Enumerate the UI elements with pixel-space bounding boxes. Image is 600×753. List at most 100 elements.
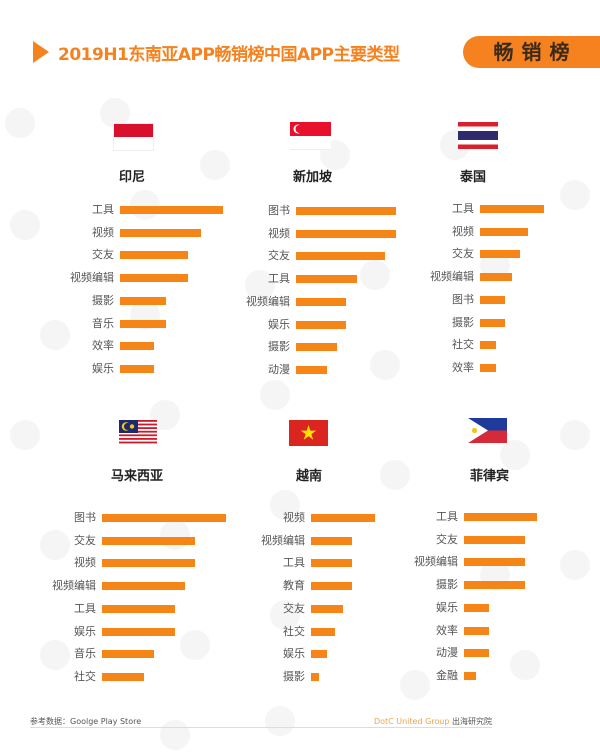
brand-suffix: 出海研究院 — [452, 717, 492, 726]
vietnam-flag-icon — [289, 420, 328, 446]
bar-row: 摄影 — [30, 294, 114, 308]
bar — [120, 228, 201, 237]
category-label: 交友 — [436, 532, 458, 546]
category-label: 视频编辑 — [430, 270, 474, 284]
bar-row: 摄影 — [390, 316, 474, 330]
bar — [296, 275, 357, 284]
bar-row: 音乐 — [12, 647, 96, 661]
bar — [102, 604, 175, 613]
category-label: 摄影 — [452, 315, 474, 329]
bar-row: 交友 — [374, 533, 458, 547]
indonesia-flag-icon — [113, 123, 154, 151]
category-label: 娱乐 — [268, 317, 290, 331]
country-title: 泰国 — [460, 170, 487, 185]
bar-row: 交友 — [12, 534, 96, 548]
category-label: 视频编辑 — [52, 579, 96, 593]
watermark-icon — [510, 650, 540, 680]
bar-row: 动漫 — [206, 363, 290, 377]
watermark-icon — [500, 440, 530, 470]
watermark-icon — [5, 108, 35, 138]
bar — [296, 343, 337, 352]
category-label: 效率 — [92, 339, 114, 353]
category-label: 动漫 — [436, 646, 458, 660]
bar-row: 视频编辑 — [206, 295, 290, 309]
bar — [120, 364, 154, 373]
country-title: 马来西亚 — [111, 469, 164, 484]
bar-row: 摄影 — [374, 578, 458, 592]
watermark-icon — [560, 180, 590, 210]
bar-row: 图书 — [206, 204, 290, 218]
watermark-icon — [370, 350, 400, 380]
category-label: 效率 — [436, 623, 458, 637]
category-label: 视频 — [268, 226, 290, 240]
bar — [480, 227, 528, 236]
bar-row: 动漫 — [374, 646, 458, 660]
bar — [464, 603, 489, 612]
bar — [102, 559, 195, 568]
bar-row: 效率 — [30, 339, 114, 353]
category-label: 视频 — [283, 511, 305, 524]
bar-row: 视频编辑 — [12, 579, 96, 593]
category-label: 视频 — [92, 225, 114, 239]
bar-row: 效率 — [390, 361, 474, 375]
category-label: 视频 — [74, 556, 96, 570]
bar — [296, 207, 396, 215]
bar-row: 摄影 — [206, 340, 290, 354]
brand-credit: DotC United Group 出海研究院 — [374, 716, 492, 727]
category-label: 效率 — [452, 360, 474, 374]
bar — [480, 295, 505, 304]
bar — [311, 672, 319, 681]
bar — [480, 273, 512, 282]
bar-row: 图书 — [12, 511, 96, 525]
bar-row: 图书 — [390, 293, 474, 307]
bar — [480, 205, 544, 213]
bar-row: 工具 — [221, 556, 305, 570]
bar — [311, 536, 352, 545]
bar — [464, 535, 525, 544]
category-label: 教育 — [283, 579, 305, 593]
bar — [120, 251, 188, 260]
bar-row: 摄影 — [221, 670, 305, 684]
bar-row: 视频编辑 — [390, 270, 474, 284]
bar-row: 视频 — [390, 225, 474, 239]
bar-row: 视频 — [221, 511, 305, 525]
category-label: 工具 — [283, 556, 305, 570]
bar — [311, 514, 375, 522]
bar — [311, 559, 352, 568]
bar-row: 交友 — [206, 249, 290, 263]
watermark-icon — [40, 320, 70, 350]
category-label: 工具 — [74, 601, 96, 615]
category-label: 图书 — [452, 292, 474, 306]
play-triangle-icon — [33, 41, 49, 63]
country-title: 印尼 — [119, 170, 146, 185]
category-label: 社交 — [452, 338, 474, 352]
category-label: 摄影 — [436, 578, 458, 592]
bar — [464, 581, 525, 590]
bar — [120, 274, 188, 283]
bar-row: 交友 — [221, 602, 305, 616]
category-label: 视频编辑 — [70, 271, 114, 285]
category-label: 视频编辑 — [414, 555, 458, 569]
bar — [102, 582, 185, 591]
category-label: 工具 — [92, 203, 114, 216]
bar — [464, 671, 476, 680]
watermark-icon — [270, 600, 300, 630]
bar — [480, 250, 520, 259]
bar — [464, 626, 489, 635]
bar-row: 视频编辑 — [221, 534, 305, 548]
ranking-badge: 畅销榜 — [463, 36, 600, 68]
bar — [296, 365, 327, 374]
category-label: 交友 — [74, 533, 96, 547]
bar-row: 娱乐 — [30, 362, 114, 376]
country-title: 越南 — [296, 469, 323, 484]
bar-row: 娱乐 — [374, 601, 458, 615]
bar-row: 交友 — [30, 248, 114, 262]
bar — [311, 627, 335, 636]
watermark-icon — [130, 190, 160, 220]
page-title: 2019H1东南亚APP畅销榜中国APP主要类型 — [58, 45, 400, 65]
category-label: 交友 — [452, 247, 474, 261]
country-title: 菲律宾 — [470, 469, 510, 484]
watermark-icon — [160, 720, 190, 750]
category-label: 音乐 — [74, 647, 96, 661]
bar-row: 工具 — [374, 510, 458, 524]
